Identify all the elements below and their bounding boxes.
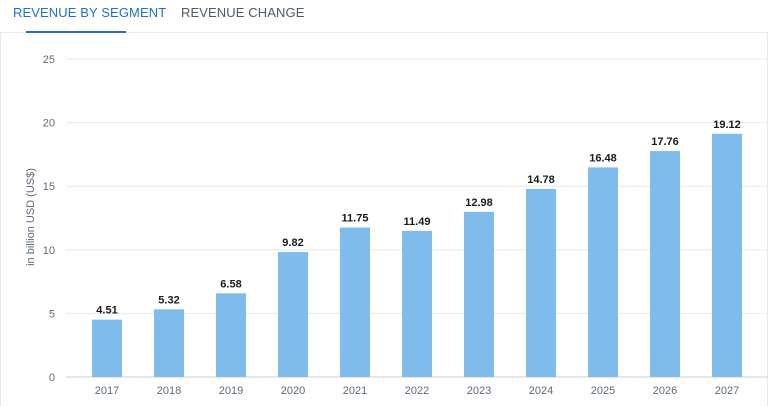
- tab-revenue-by-segment[interactable]: REVENUE BY SEGMENT: [13, 5, 167, 33]
- x-tick-label-2027: 2027: [715, 385, 739, 397]
- bar-2022[interactable]: [402, 230, 432, 377]
- y-tick-label: 0: [49, 372, 55, 384]
- data-label-2024: 14.78: [527, 174, 555, 186]
- panel-border-left: [0, 32, 1, 406]
- x-tick-label-2023: 2023: [467, 385, 491, 397]
- bar-2021[interactable]: [340, 227, 370, 377]
- bar-2020[interactable]: [278, 252, 308, 377]
- bars: [92, 133, 742, 377]
- x-tick-label-2017: 2017: [95, 385, 119, 397]
- y-axis-tick-labels: 0 5 10 15 20 25: [43, 54, 55, 384]
- bar-2017[interactable]: [92, 319, 122, 377]
- x-tick-label-2024: 2024: [529, 385, 553, 397]
- bar-2025[interactable]: [588, 167, 618, 377]
- bar-2023[interactable]: [464, 211, 494, 377]
- x-tick-label-2026: 2026: [653, 385, 677, 397]
- tab-revenue-by-segment-label: REVENUE BY SEGMENT: [13, 5, 167, 20]
- y-tick-label: 15: [43, 181, 55, 193]
- x-tick-label-2022: 2022: [405, 385, 429, 397]
- tab-bar: REVENUE BY SEGMENT REVENUE CHANGE: [0, 0, 768, 33]
- data-label-2021: 11.75: [342, 213, 369, 225]
- tab-revenue-change-label: REVENUE CHANGE: [181, 5, 305, 20]
- active-tab-indicator: [26, 31, 126, 33]
- bar-2019[interactable]: [216, 293, 246, 377]
- bar-2018[interactable]: [154, 309, 184, 377]
- y-tick-label: 10: [43, 245, 55, 257]
- bar-2026[interactable]: [650, 151, 680, 377]
- x-tick-label-2025: 2025: [591, 385, 615, 397]
- data-label-2022: 11.49: [404, 216, 431, 228]
- bar-2024[interactable]: [526, 188, 556, 377]
- data-label-2025: 16.48: [589, 152, 617, 164]
- data-label-2026: 17.76: [651, 136, 679, 148]
- x-tick-label-2018: 2018: [157, 385, 181, 397]
- tab-revenue-change[interactable]: REVENUE CHANGE: [181, 5, 304, 32]
- x-tick-label-2020: 2020: [281, 385, 305, 397]
- data-label-2020: 9.82: [282, 237, 303, 249]
- y-tick-label: 25: [43, 54, 55, 66]
- data-label-2027: 19.12: [713, 119, 741, 131]
- y-axis-title: in billion USD (US$): [25, 168, 37, 266]
- data-label-2019: 6.58: [220, 278, 241, 290]
- x-tick-label-2021: 2021: [343, 385, 367, 397]
- y-tick-label: 20: [43, 118, 55, 130]
- x-axis-tick-labels: 2017 2018 2019 2020 2021 2022 2023 2024 2025 2026…: [95, 385, 739, 397]
- y-tick-label: 5: [49, 308, 55, 320]
- bar-2027[interactable]: [712, 133, 742, 377]
- data-labels: 4.51 5.32 6.58 9.82 11.75 11.49 12.98 14.78 16.4…: [96, 119, 740, 317]
- data-label-2023: 12.98: [465, 197, 493, 209]
- x-tick-label-2019: 2019: [219, 385, 243, 397]
- data-label-2018: 5.32: [158, 294, 179, 306]
- data-label-2017: 4.51: [96, 305, 117, 317]
